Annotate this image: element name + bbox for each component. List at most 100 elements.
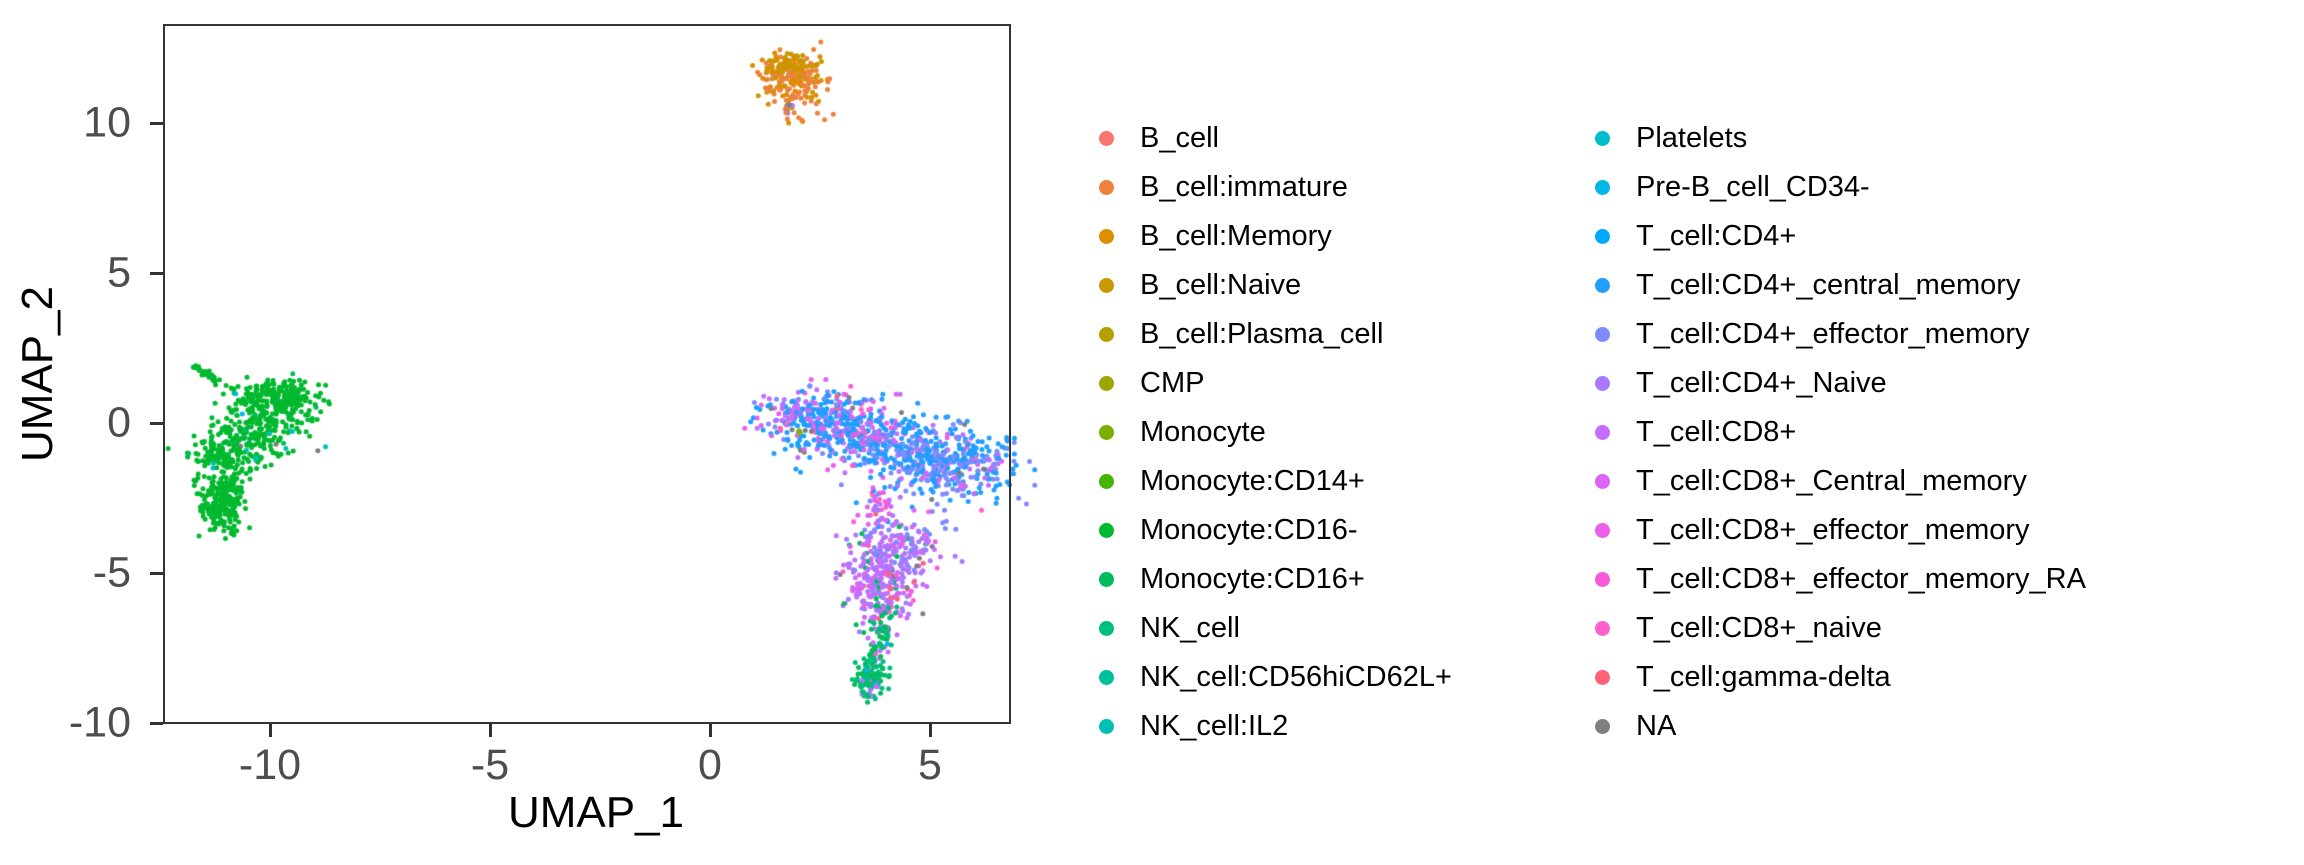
legend-color-dot-icon — [1099, 719, 1114, 734]
legend-item: Monocyte — [1099, 408, 1452, 457]
y-tick-label: -10 — [68, 698, 131, 747]
legend-item-label: Monocyte — [1140, 416, 1266, 448]
legend-item: B_cell:Plasma_cell — [1099, 310, 1452, 359]
legend-item-label: B_cell:Plasma_cell — [1140, 318, 1384, 350]
legend-color-dot-icon — [1099, 572, 1114, 587]
legend-item-label: Pre-B_cell_CD34- — [1636, 171, 1870, 203]
legend-color-dot-icon — [1099, 523, 1114, 538]
legend-color-dot-icon — [1595, 719, 1610, 734]
legend-item: Monocyte:CD14+ — [1099, 457, 1452, 506]
legend-item-label: Monocyte:CD16+ — [1140, 563, 1365, 595]
legend-item: T_cell:CD8+_Central_memory — [1595, 457, 2086, 506]
y-tick-label: 10 — [83, 98, 131, 147]
legend-color-dot-icon — [1595, 572, 1610, 587]
x-tick-mark — [928, 724, 932, 737]
x-tick-mark — [488, 724, 492, 737]
y-tick-mark — [150, 721, 163, 725]
legend-item-label: Platelets — [1636, 122, 1748, 154]
legend-color-dot-icon — [1595, 474, 1610, 489]
legend-item-label: NK_cell:CD56hiCD62L+ — [1140, 661, 1452, 693]
y-tick-label: 5 — [107, 248, 131, 297]
x-tick-label: -10 — [238, 741, 302, 789]
legend-item-label: T_cell:CD8+ — [1636, 416, 1797, 448]
legend-item-label: T_cell:CD8+_naive — [1636, 612, 1882, 644]
legend-item: T_cell:CD4+_Naive — [1595, 359, 2086, 408]
legend-color-dot-icon — [1595, 376, 1610, 391]
y-tick-mark — [150, 421, 163, 425]
x-tick-label: -5 — [470, 741, 510, 789]
y-tick-label: 0 — [107, 398, 131, 447]
legend-item-label: NA — [1636, 710, 1677, 742]
legend-color-dot-icon — [1099, 670, 1114, 685]
legend-color-dot-icon — [1099, 180, 1114, 195]
legend-item-label: B_cell — [1140, 122, 1219, 154]
legend-item-label: NK_cell:IL2 — [1140, 710, 1289, 742]
x-tick-mark — [708, 724, 712, 737]
plot-panel-border — [163, 24, 1011, 724]
x-tick-label: 5 — [918, 741, 942, 789]
legend-item-label: Monocyte:CD16- — [1140, 514, 1358, 546]
legend-color-dot-icon — [1099, 278, 1114, 293]
legend-color-dot-icon — [1595, 425, 1610, 440]
legend-item: T_cell:gamma-delta — [1595, 653, 2086, 702]
legend-item-label: CMP — [1140, 367, 1205, 399]
legend-item: T_cell:CD8+_naive — [1595, 604, 2086, 653]
legend-color-dot-icon — [1595, 131, 1610, 146]
legend-item: T_cell:CD8+ — [1595, 408, 2086, 457]
legend-item-label: T_cell:CD8+_effector_memory_RA — [1636, 563, 2086, 595]
y-tick-mark — [150, 121, 163, 125]
legend-item: CMP — [1099, 359, 1452, 408]
legend-item: Monocyte:CD16- — [1099, 506, 1452, 555]
y-tick-mark — [150, 271, 163, 275]
legend-item: NK_cell:CD56hiCD62L+ — [1099, 653, 1452, 702]
legend-item: T_cell:CD8+_effector_memory_RA — [1595, 555, 2086, 604]
legend-item: B_cell — [1099, 114, 1452, 163]
legend-color-dot-icon — [1099, 376, 1114, 391]
legend-color-dot-icon — [1099, 425, 1114, 440]
y-tick-label: -5 — [92, 548, 131, 597]
legend-item-label: Monocyte:CD14+ — [1140, 465, 1365, 497]
legend-column: B_cell B_cell:immature B_cell:Memory B_cell… — [1099, 114, 1452, 751]
legend-color-dot-icon — [1595, 670, 1610, 685]
y-axis-title: UMAP_2 — [13, 285, 62, 463]
legend-item-label: NK_cell — [1140, 612, 1240, 644]
legend-item-label: T_cell:gamma-delta — [1636, 661, 1891, 693]
legend-color-dot-icon — [1595, 180, 1610, 195]
legend-item-label: B_cell:immature — [1140, 171, 1348, 203]
x-tick-label: 0 — [698, 741, 722, 789]
legend-item-label: B_cell:Naive — [1140, 269, 1302, 301]
legend-item-label: T_cell:CD4+ — [1636, 220, 1797, 252]
legend-item: Platelets — [1595, 114, 2086, 163]
legend-column: Platelets Pre-B_cell_CD34- T_cell:CD4+ T_ce… — [1595, 114, 2086, 751]
legend-color-dot-icon — [1595, 327, 1610, 342]
legend-color-dot-icon — [1099, 474, 1114, 489]
legend-item: NK_cell:IL2 — [1099, 702, 1452, 751]
legend-item-label: T_cell:CD4+_effector_memory — [1636, 318, 2030, 350]
legend-item: Pre-B_cell_CD34- — [1595, 163, 2086, 212]
legend-color-dot-icon — [1595, 523, 1610, 538]
legend-item-label: T_cell:CD8+_Central_memory — [1636, 465, 2027, 497]
legend-item-label: T_cell:CD4+_Naive — [1636, 367, 1887, 399]
legend-color-dot-icon — [1099, 327, 1114, 342]
y-tick-mark — [150, 571, 163, 575]
legend-item: Monocyte:CD16+ — [1099, 555, 1452, 604]
legend-item-label: T_cell:CD4+_central_memory — [1636, 269, 2021, 301]
legend-item: T_cell:CD8+_effector_memory — [1595, 506, 2086, 555]
legend-color-dot-icon — [1595, 229, 1610, 244]
x-axis-title: UMAP_1 — [507, 788, 685, 837]
legend-item: NA — [1595, 702, 2086, 751]
legend-item: B_cell:Naive — [1099, 261, 1452, 310]
legend-item: T_cell:CD4+_effector_memory — [1595, 310, 2086, 359]
legend-color-dot-icon — [1595, 621, 1610, 636]
legend-item: B_cell:Memory — [1099, 212, 1452, 261]
legend-item: NK_cell — [1099, 604, 1452, 653]
legend-color-dot-icon — [1099, 621, 1114, 636]
legend-item-label: T_cell:CD8+_effector_memory — [1636, 514, 2030, 546]
x-tick-mark — [268, 724, 272, 737]
legend-item: T_cell:CD4+ — [1595, 212, 2086, 261]
legend-item: B_cell:immature — [1099, 163, 1452, 212]
legend-item-label: B_cell:Memory — [1140, 220, 1332, 252]
legend-color-dot-icon — [1595, 278, 1610, 293]
